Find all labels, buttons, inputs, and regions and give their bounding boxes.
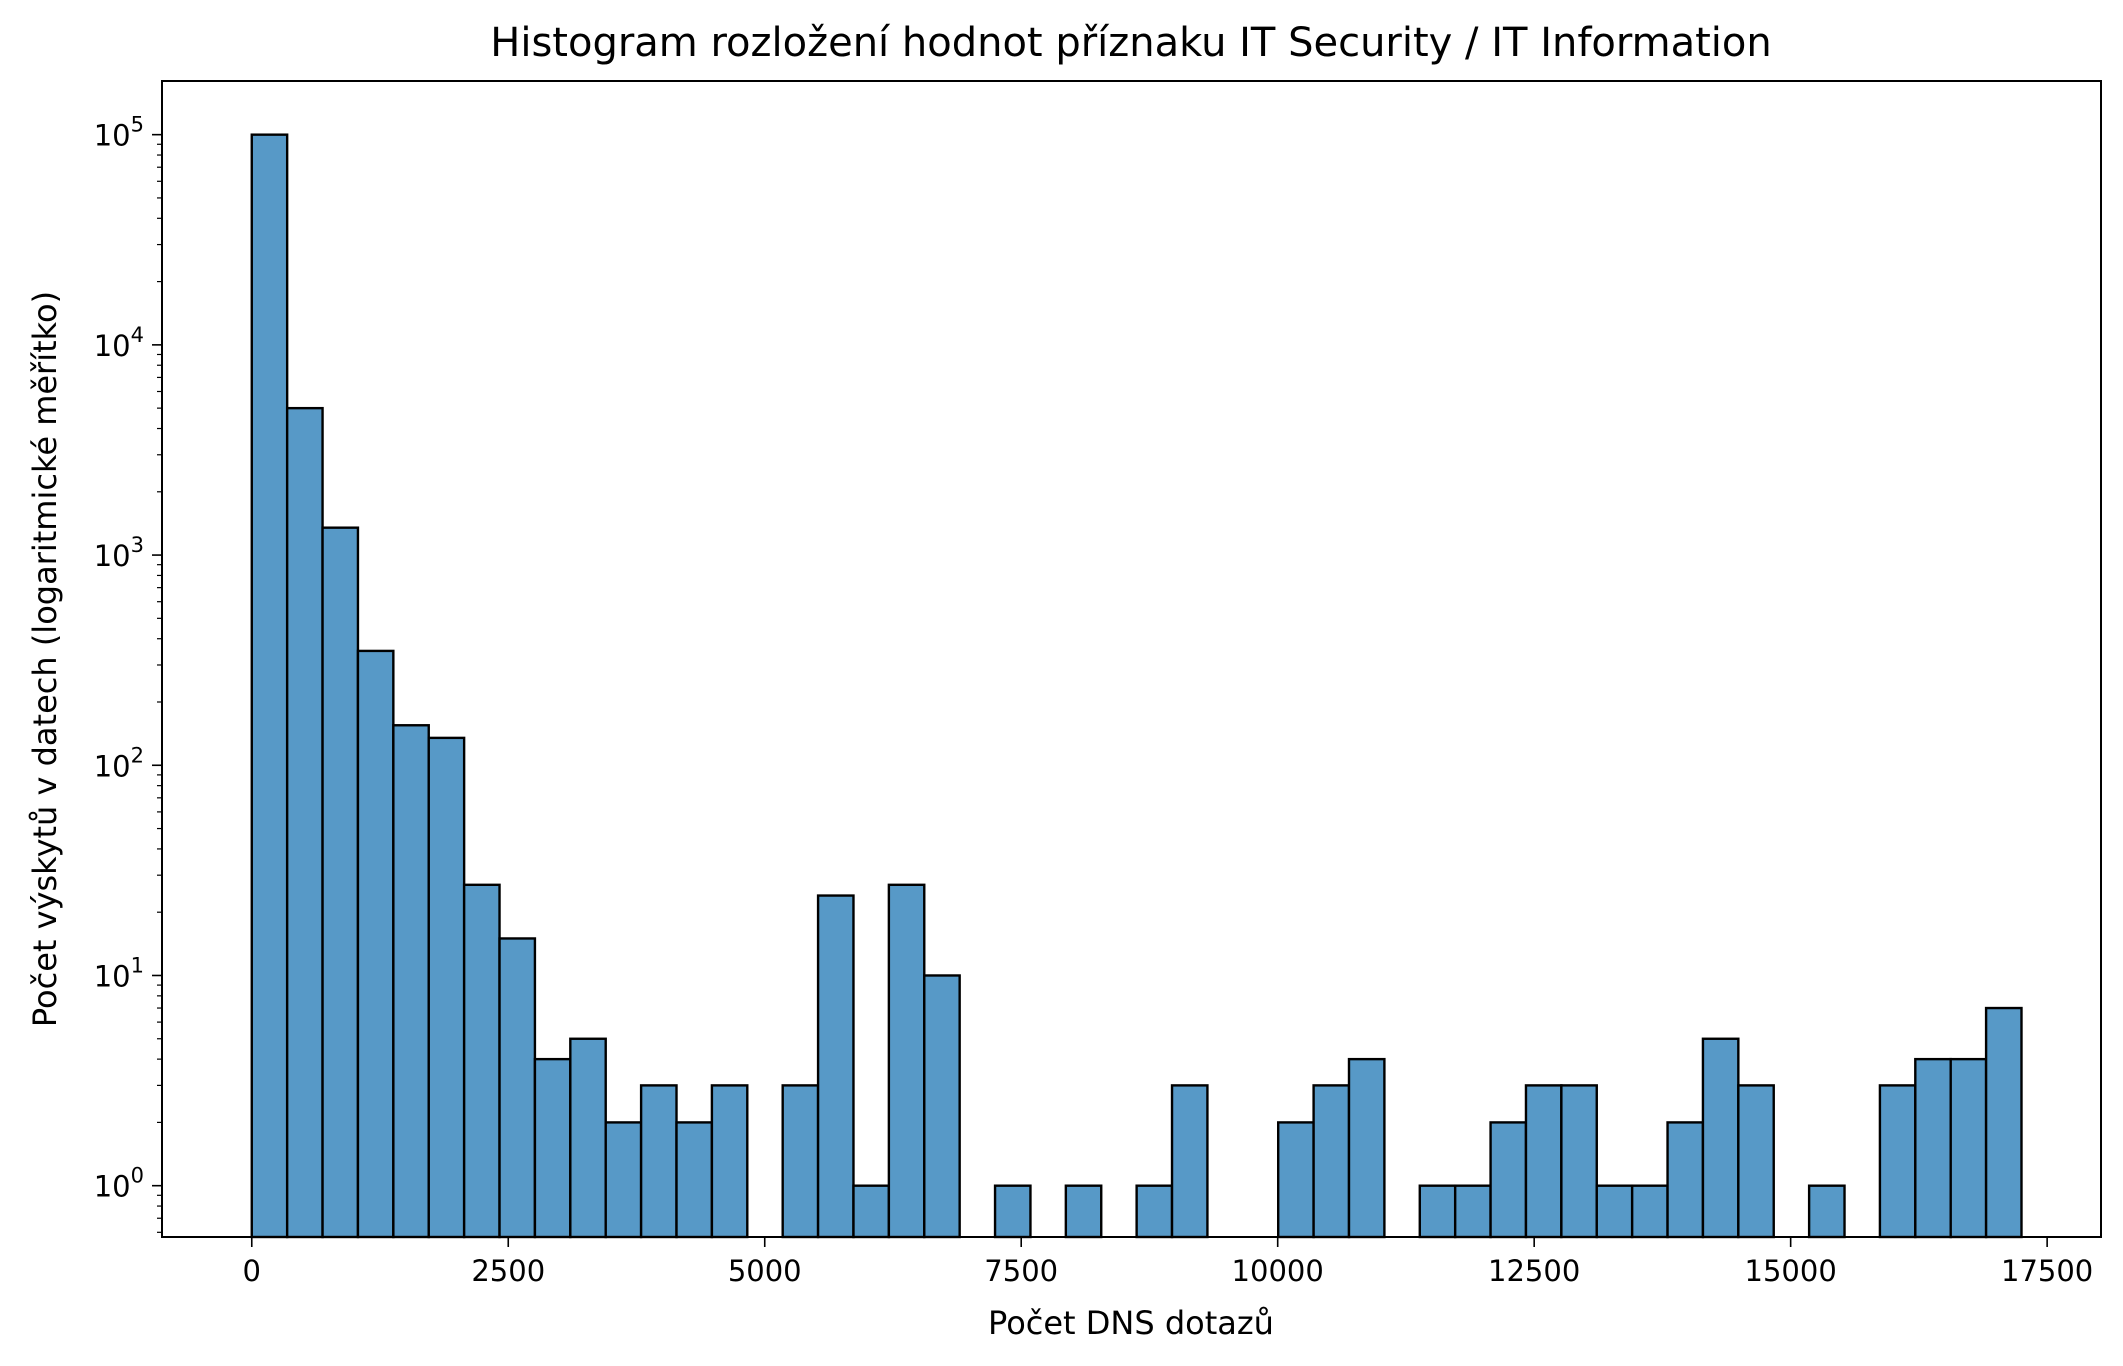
histogram-bar	[1560, 1084, 1598, 1239]
histogram-bar	[533, 1057, 572, 1239]
x-axis-ticks: 0 2500 5000 7500 10000 12500 15000 17500	[243, 1237, 2093, 1288]
x-tick-label: 0	[243, 1254, 261, 1288]
bars-group	[250, 133, 2023, 1239]
y-tick-label: 100	[94, 1164, 144, 1204]
plot-frame	[161, 80, 2102, 1238]
histogram-bar	[1807, 1184, 1846, 1239]
histogram-bar	[1064, 1184, 1103, 1239]
histogram-bar	[1666, 1121, 1705, 1239]
histogram-bar	[427, 736, 466, 1239]
histogram-bar	[1135, 1184, 1174, 1239]
histogram-bar	[923, 974, 961, 1239]
histogram-bar	[1347, 1057, 1386, 1239]
histogram-bar	[1524, 1084, 1563, 1239]
x-tick-label: 10000	[1232, 1254, 1324, 1288]
y-tick-label: 104	[94, 323, 144, 363]
histogram-bar	[1984, 1006, 2023, 1239]
x-tick-label: 5000	[728, 1254, 802, 1288]
y-tick-label: 105	[94, 113, 144, 153]
x-tick-label: 12500	[1488, 1254, 1580, 1288]
x-tick-label: 15000	[1745, 1254, 1837, 1288]
y-axis-ticks: 100 101 102 103 104 105	[94, 113, 162, 1233]
histogram-bar	[1914, 1057, 1952, 1239]
histogram-bar	[1595, 1184, 1634, 1239]
histogram-bar	[993, 1184, 1032, 1239]
histogram-bar	[1737, 1084, 1775, 1239]
chart-title: Histogram rozložení hodnot příznaku IT S…	[490, 20, 1771, 66]
histogram-bar	[1170, 1084, 1209, 1239]
y-tick-label: 101	[94, 953, 144, 993]
y-tick-label: 103	[94, 533, 144, 573]
histogram-bar	[1489, 1121, 1528, 1239]
histogram-bar	[1453, 1184, 1492, 1239]
histogram-bar	[1701, 1037, 1740, 1239]
histogram-bar	[1878, 1084, 1917, 1239]
histogram-bar	[392, 724, 430, 1239]
histogram-bar	[498, 937, 537, 1239]
histogram-bar	[604, 1121, 643, 1239]
histogram-bar	[852, 1184, 891, 1239]
x-tick-label: 2500	[471, 1254, 545, 1288]
x-axis-label: Počet DNS dotazů	[988, 1304, 1274, 1342]
x-tick-label: 17500	[2001, 1254, 2093, 1288]
histogram-bar	[675, 1121, 714, 1239]
y-tick-label: 102	[94, 743, 144, 783]
histogram-bar	[781, 1084, 820, 1239]
histogram-bar	[1418, 1184, 1457, 1239]
histogram-bar	[1312, 1084, 1351, 1239]
histogram-bar	[639, 1084, 678, 1239]
histogram-bar	[569, 1037, 607, 1239]
histogram-bar	[1630, 1184, 1669, 1239]
histogram-bar	[285, 406, 324, 1239]
histogram-bar	[887, 883, 926, 1239]
histogram-bar	[816, 894, 855, 1239]
y-axis-label: Počet výskytů v datech (logaritmické měř…	[26, 291, 64, 1027]
histogram-bar	[356, 649, 395, 1239]
histogram-bar	[710, 1084, 749, 1239]
histogram-bar	[462, 883, 501, 1239]
histogram-bar	[1277, 1121, 1315, 1239]
x-tick-label: 7500	[984, 1254, 1058, 1288]
histogram-bar	[250, 133, 289, 1239]
histogram-bar	[321, 526, 360, 1239]
histogram-bar	[1949, 1057, 1988, 1239]
